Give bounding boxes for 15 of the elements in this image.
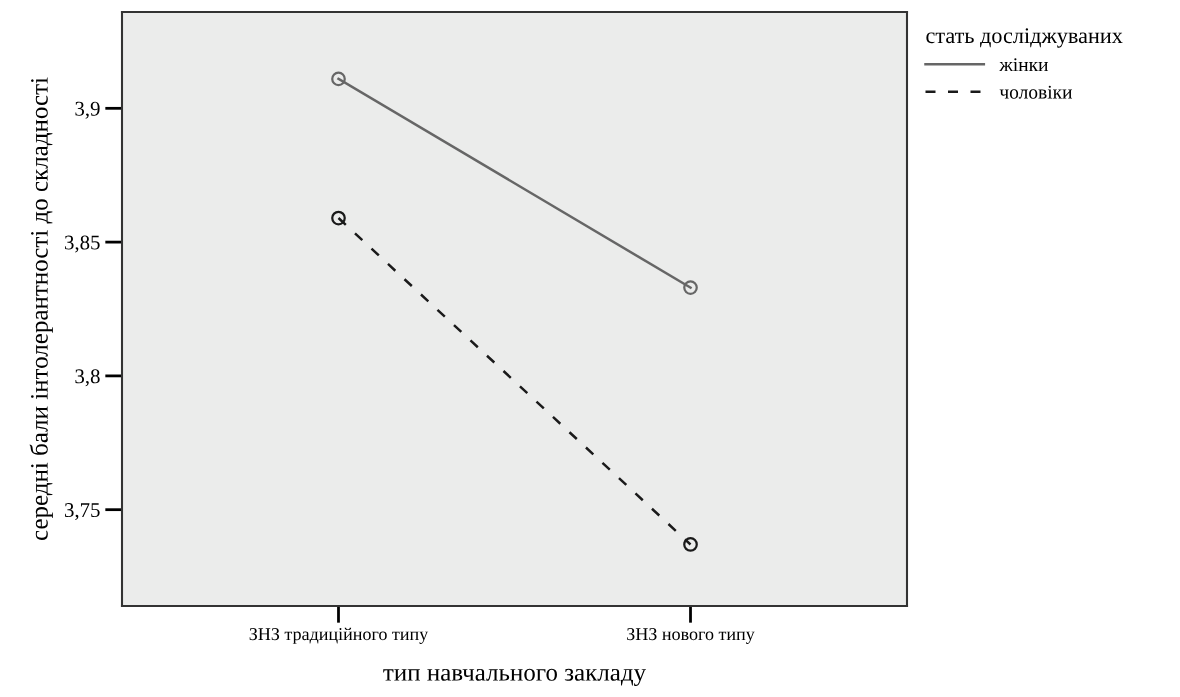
y-tick-label: 3,85	[65, 235, 100, 253]
point	[331, 71, 346, 87]
legend-title: стать досліджуваних	[926, 28, 1123, 48]
x-tick-label: ЗНЗ нового типу	[627, 628, 755, 644]
point	[683, 537, 698, 552]
y-tick-label: 3,9	[75, 101, 100, 119]
legend-label: жінки	[999, 58, 1049, 72]
y-tick-label: 3,8	[75, 369, 100, 387]
point	[331, 210, 346, 226]
x-tick-label: ЗНЗ традиційного типу	[249, 627, 429, 644]
y-tick-label: 3,75	[65, 503, 100, 521]
point	[683, 280, 698, 295]
x-axis-title: тип навчального закладу	[383, 668, 646, 687]
legend-label: чоловіки	[999, 85, 1073, 99]
y-axis-title: середні бали інтолерантності до складності	[29, 77, 53, 541]
